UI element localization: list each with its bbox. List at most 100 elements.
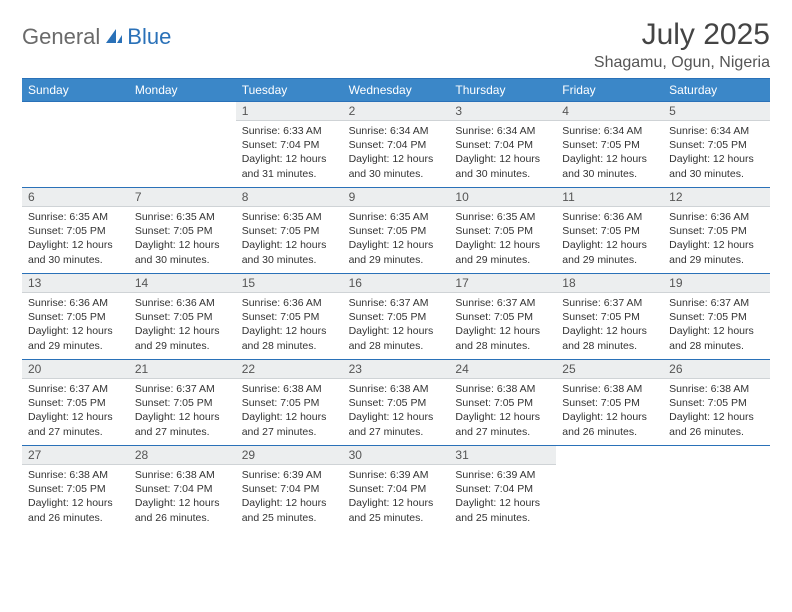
day-info: Sunrise: 6:39 AMSunset: 7:04 PMDaylight:… [343, 465, 450, 529]
calendar-day-cell: 4Sunrise: 6:34 AMSunset: 7:05 PMDaylight… [556, 101, 663, 187]
logo-sail-icon [104, 27, 124, 50]
day-number: 4 [556, 101, 663, 121]
day-number: 16 [343, 273, 450, 293]
day-number: 24 [449, 359, 556, 379]
day-number: 10 [449, 187, 556, 207]
calendar-day-cell: 26Sunrise: 6:38 AMSunset: 7:05 PMDayligh… [663, 359, 770, 445]
calendar-day-cell: 28Sunrise: 6:38 AMSunset: 7:04 PMDayligh… [129, 445, 236, 531]
weekday-header: Tuesday [236, 79, 343, 101]
day-info: Sunrise: 6:38 AMSunset: 7:05 PMDaylight:… [236, 379, 343, 443]
day-info: Sunrise: 6:38 AMSunset: 7:05 PMDaylight:… [663, 379, 770, 443]
calendar-day-cell: 10Sunrise: 6:35 AMSunset: 7:05 PMDayligh… [449, 187, 556, 273]
day-info: Sunrise: 6:37 AMSunset: 7:05 PMDaylight:… [449, 293, 556, 357]
day-number: 12 [663, 187, 770, 207]
day-info: Sunrise: 6:34 AMSunset: 7:04 PMDaylight:… [343, 121, 450, 185]
day-info: Sunrise: 6:33 AMSunset: 7:04 PMDaylight:… [236, 121, 343, 185]
day-info: Sunrise: 6:36 AMSunset: 7:05 PMDaylight:… [129, 293, 236, 357]
day-info: Sunrise: 6:37 AMSunset: 7:05 PMDaylight:… [129, 379, 236, 443]
calendar-day-cell: 14Sunrise: 6:36 AMSunset: 7:05 PMDayligh… [129, 273, 236, 359]
day-number: 31 [449, 445, 556, 465]
page-header: General Blue July 2025 Shagamu, Ogun, Ni… [22, 18, 770, 72]
calendar-day-cell: 27Sunrise: 6:38 AMSunset: 7:05 PMDayligh… [22, 445, 129, 531]
weekday-header: Thursday [449, 79, 556, 101]
calendar-day-cell: 25Sunrise: 6:38 AMSunset: 7:05 PMDayligh… [556, 359, 663, 445]
calendar-empty-cell [556, 445, 663, 531]
day-info: Sunrise: 6:38 AMSunset: 7:05 PMDaylight:… [556, 379, 663, 443]
day-number: 8 [236, 187, 343, 207]
day-number: 3 [449, 101, 556, 121]
calendar-day-cell: 16Sunrise: 6:37 AMSunset: 7:05 PMDayligh… [343, 273, 450, 359]
day-number: 28 [129, 445, 236, 465]
day-info: Sunrise: 6:35 AMSunset: 7:05 PMDaylight:… [343, 207, 450, 271]
day-info: Sunrise: 6:35 AMSunset: 7:05 PMDaylight:… [236, 207, 343, 271]
day-info: Sunrise: 6:38 AMSunset: 7:04 PMDaylight:… [129, 465, 236, 529]
day-number: 18 [556, 273, 663, 293]
calendar-day-cell: 15Sunrise: 6:36 AMSunset: 7:05 PMDayligh… [236, 273, 343, 359]
calendar-day-cell: 18Sunrise: 6:37 AMSunset: 7:05 PMDayligh… [556, 273, 663, 359]
month-title: July 2025 [594, 18, 770, 52]
calendar-day-cell: 19Sunrise: 6:37 AMSunset: 7:05 PMDayligh… [663, 273, 770, 359]
weekday-header: Saturday [663, 79, 770, 101]
day-number: 1 [236, 101, 343, 121]
calendar-day-cell: 5Sunrise: 6:34 AMSunset: 7:05 PMDaylight… [663, 101, 770, 187]
day-info: Sunrise: 6:38 AMSunset: 7:05 PMDaylight:… [22, 465, 129, 529]
day-number: 13 [22, 273, 129, 293]
calendar-empty-cell [129, 101, 236, 187]
day-number: 30 [343, 445, 450, 465]
calendar-day-cell: 22Sunrise: 6:38 AMSunset: 7:05 PMDayligh… [236, 359, 343, 445]
day-info: Sunrise: 6:38 AMSunset: 7:05 PMDaylight:… [449, 379, 556, 443]
day-number: 21 [129, 359, 236, 379]
day-number: 6 [22, 187, 129, 207]
day-info: Sunrise: 6:37 AMSunset: 7:05 PMDaylight:… [343, 293, 450, 357]
day-number: 22 [236, 359, 343, 379]
day-info: Sunrise: 6:36 AMSunset: 7:05 PMDaylight:… [663, 207, 770, 271]
logo-text-blue: Blue [127, 24, 171, 50]
day-info: Sunrise: 6:36 AMSunset: 7:05 PMDaylight:… [556, 207, 663, 271]
calendar-day-cell: 1Sunrise: 6:33 AMSunset: 7:04 PMDaylight… [236, 101, 343, 187]
calendar-day-cell: 30Sunrise: 6:39 AMSunset: 7:04 PMDayligh… [343, 445, 450, 531]
calendar-day-cell: 31Sunrise: 6:39 AMSunset: 7:04 PMDayligh… [449, 445, 556, 531]
calendar-day-cell: 13Sunrise: 6:36 AMSunset: 7:05 PMDayligh… [22, 273, 129, 359]
calendar-day-cell: 29Sunrise: 6:39 AMSunset: 7:04 PMDayligh… [236, 445, 343, 531]
day-info: Sunrise: 6:34 AMSunset: 7:05 PMDaylight:… [663, 121, 770, 185]
day-number: 19 [663, 273, 770, 293]
day-info: Sunrise: 6:35 AMSunset: 7:05 PMDaylight:… [449, 207, 556, 271]
day-info: Sunrise: 6:39 AMSunset: 7:04 PMDaylight:… [449, 465, 556, 529]
calendar-day-cell: 3Sunrise: 6:34 AMSunset: 7:04 PMDaylight… [449, 101, 556, 187]
day-number: 23 [343, 359, 450, 379]
day-number: 2 [343, 101, 450, 121]
day-number: 26 [663, 359, 770, 379]
weekday-header: Wednesday [343, 79, 450, 101]
day-info: Sunrise: 6:36 AMSunset: 7:05 PMDaylight:… [236, 293, 343, 357]
day-number: 17 [449, 273, 556, 293]
day-number: 14 [129, 273, 236, 293]
calendar-day-cell: 2Sunrise: 6:34 AMSunset: 7:04 PMDaylight… [343, 101, 450, 187]
calendar-empty-cell [663, 445, 770, 531]
logo: General Blue [22, 18, 171, 50]
calendar-day-cell: 6Sunrise: 6:35 AMSunset: 7:05 PMDaylight… [22, 187, 129, 273]
calendar-day-cell: 17Sunrise: 6:37 AMSunset: 7:05 PMDayligh… [449, 273, 556, 359]
day-info: Sunrise: 6:39 AMSunset: 7:04 PMDaylight:… [236, 465, 343, 529]
calendar-day-cell: 12Sunrise: 6:36 AMSunset: 7:05 PMDayligh… [663, 187, 770, 273]
day-number: 25 [556, 359, 663, 379]
calendar-day-cell: 8Sunrise: 6:35 AMSunset: 7:05 PMDaylight… [236, 187, 343, 273]
day-info: Sunrise: 6:38 AMSunset: 7:05 PMDaylight:… [343, 379, 450, 443]
day-info: Sunrise: 6:36 AMSunset: 7:05 PMDaylight:… [22, 293, 129, 357]
title-block: July 2025 Shagamu, Ogun, Nigeria [594, 18, 770, 72]
day-info: Sunrise: 6:34 AMSunset: 7:04 PMDaylight:… [449, 121, 556, 185]
day-number: 20 [22, 359, 129, 379]
day-info: Sunrise: 6:37 AMSunset: 7:05 PMDaylight:… [663, 293, 770, 357]
day-number: 7 [129, 187, 236, 207]
weekday-header: Monday [129, 79, 236, 101]
location-subtitle: Shagamu, Ogun, Nigeria [594, 54, 770, 72]
day-number: 27 [22, 445, 129, 465]
day-info: Sunrise: 6:37 AMSunset: 7:05 PMDaylight:… [22, 379, 129, 443]
weekday-header: Friday [556, 79, 663, 101]
calendar-day-cell: 24Sunrise: 6:38 AMSunset: 7:05 PMDayligh… [449, 359, 556, 445]
logo-text-general: General [22, 24, 100, 50]
day-number: 11 [556, 187, 663, 207]
calendar-empty-cell [22, 101, 129, 187]
day-info: Sunrise: 6:35 AMSunset: 7:05 PMDaylight:… [129, 207, 236, 271]
day-number: 9 [343, 187, 450, 207]
calendar-day-cell: 7Sunrise: 6:35 AMSunset: 7:05 PMDaylight… [129, 187, 236, 273]
